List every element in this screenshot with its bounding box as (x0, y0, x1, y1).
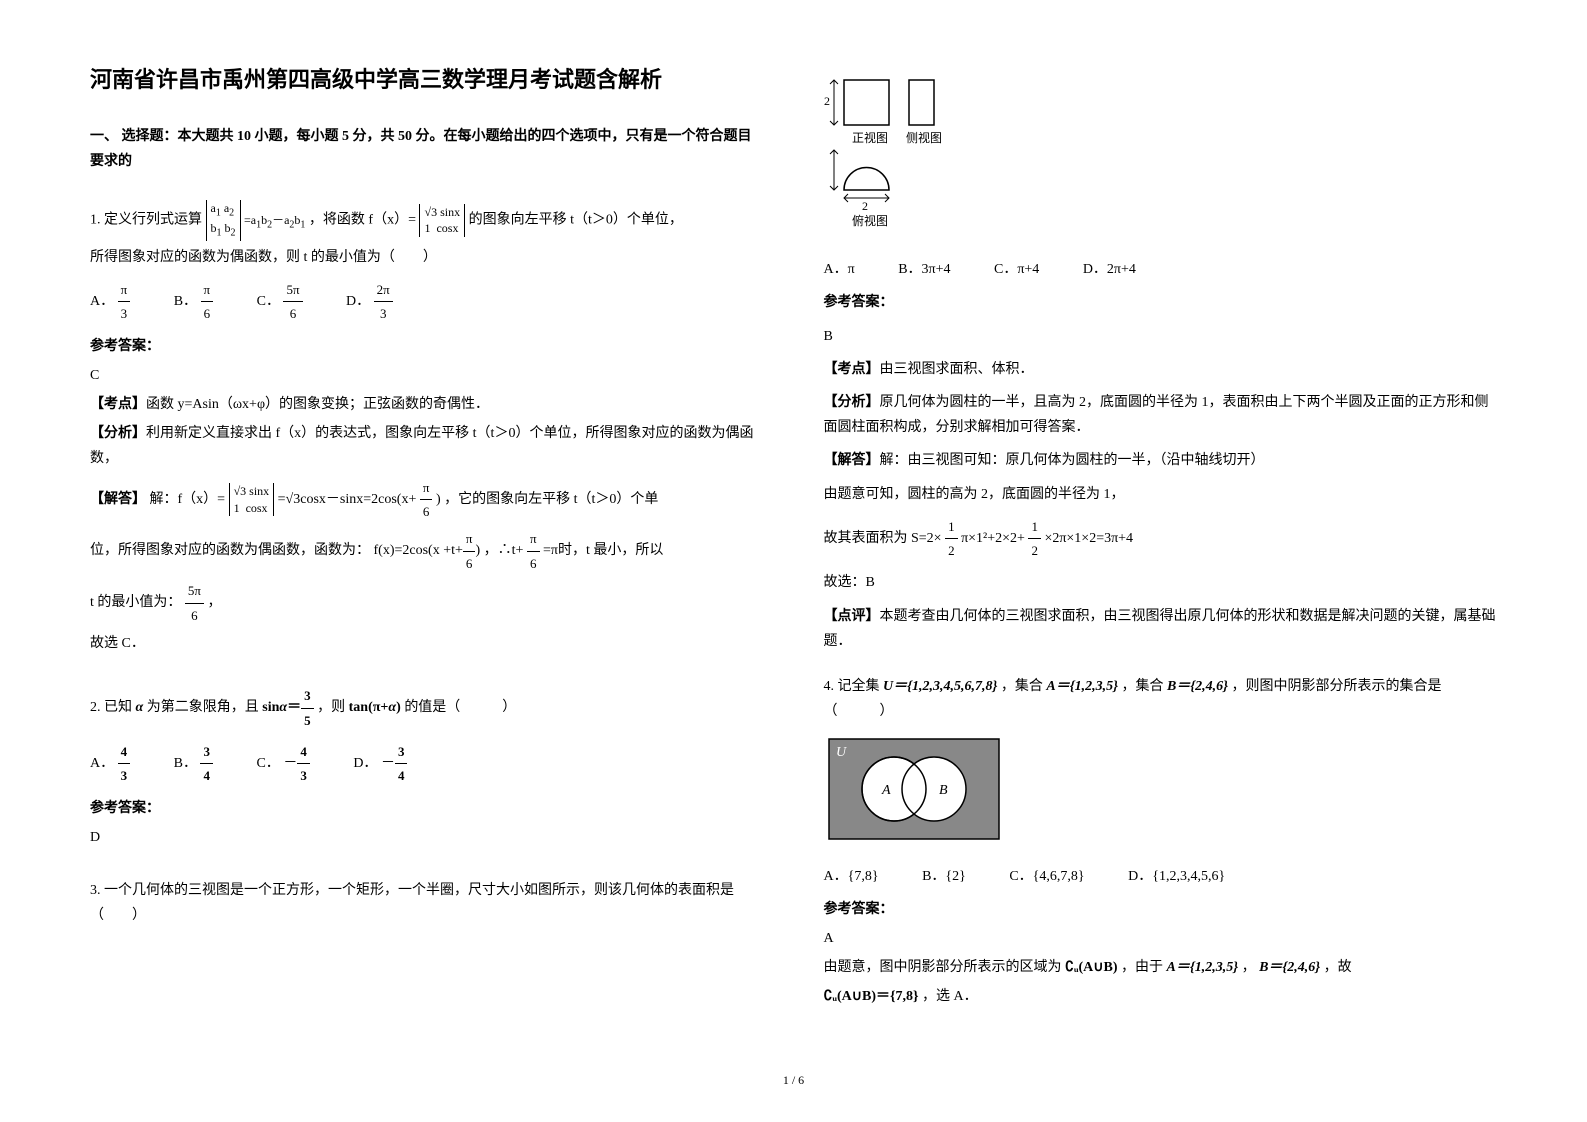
section-header: 一、 选择题：本大题共 10 小题，每小题 5 分，共 50 分。在每小题给出的… (90, 124, 764, 174)
page-title: 河南省许昌市禹州第四高级中学高三数学理月考试题含解析 (90, 60, 764, 100)
q4-optC: C．{4,6,7,8} (1009, 864, 1084, 889)
q3-jd1: 【解答】解：由三视图可知：原几何体为圆柱的一半，（沿中轴线切开） (824, 448, 1498, 473)
q4-text: 4. 记全集 U＝{1,2,3,4,5,6,7,8} ，集合 A＝{1,2,3,… (824, 674, 1498, 724)
q2-options: A． 43 B． 34 C． －43 D． －34 (90, 740, 764, 788)
q4-options: A．{7,8} B．{2} C．{4,6,7,8} D．{1,2,3,4,5,6… (824, 864, 1498, 889)
q3-options: A．π B．3π+4 C．π+4 D．2π+4 (824, 257, 1498, 282)
q3-optD: D．2π+4 (1083, 257, 1136, 282)
page-footer: 1 / 6 (783, 1070, 804, 1092)
svg-text:A: A (881, 783, 891, 798)
q1-kd: 【考点】函数 y=Asin（ωx+φ）的图象变换；正弦函数的奇偶性． (90, 392, 764, 417)
q1-prefix: 1. 定义行列式运算 (90, 213, 202, 228)
q2-text: 2. 已知 α 为第二象限角，且 sinα＝35 ，则 tan(π+α) 的值是… (90, 684, 764, 732)
q1-optA: A． π3 (90, 278, 130, 326)
svg-text:B: B (939, 783, 948, 798)
q2-optB: B． 34 (174, 740, 213, 788)
q3-text: 3. 一个几何体的三视图是一个正方形，一个矩形，一个半圈，尺寸大小如图所示，则该… (90, 878, 764, 928)
question-3-text: 3. 一个几何体的三视图是一个正方形，一个矩形，一个半圈，尺寸大小如图所示，则该… (90, 874, 764, 932)
three-view-diagram: 2 正视图 侧视图 2 俯视图 (824, 70, 1498, 239)
question-1: 1. 定义行列式运算 a1 a2b1 b2 =a1b2－a2b1 ，将函数 f（… (90, 196, 764, 660)
q3-optB: B．3π+4 (898, 257, 950, 282)
q4-answer: A (824, 926, 1498, 951)
q4-optB: B．{2} (922, 864, 966, 889)
q1-jd: 【解答】 解：f（x）= √3 sinx1 cosx =√3cosx－sinx=… (90, 476, 764, 524)
q1-answer: C (90, 363, 764, 388)
q1-options: A． π3 B． π6 C． 5π6 D． 2π3 (90, 278, 764, 326)
q3-kd: 【考点】由三视图求面积、体积． (824, 357, 1498, 382)
q2-answer: D (90, 825, 764, 850)
q3-jd2: 由题意可知，圆柱的高为 2，底面圆的半径为 1， (824, 482, 1498, 507)
venn-diagram: U A B (824, 734, 1498, 853)
q3-answer-label: 参考答案： (824, 290, 1498, 315)
q3-fx: 【分析】原几何体为圆柱的一半，且高为 2，底面圆的半径为 1，表面积由上下两个半… (824, 390, 1498, 440)
venn-svg: U A B (824, 734, 1004, 844)
q2-optD: D． －34 (353, 740, 407, 788)
question-4: 4. 记全集 U＝{1,2,3,4,5,6,7,8} ，集合 A＝{1,2,3,… (824, 670, 1498, 1014)
q4-optA: A．{7,8} (824, 864, 879, 889)
q2-answer-label: 参考答案： (90, 796, 764, 821)
right-column: 2 正视图 侧视图 2 俯视图 A．π B．3π+4 C．π+4 D．2π+4 … (824, 60, 1498, 1062)
svg-text:2: 2 (862, 199, 868, 213)
q3-jd3: 故其表面积为 S=2× 12 π×1²+2×2+ 12 ×2π×1×2=3π+4 (824, 515, 1498, 563)
q3-optA: A．π (824, 257, 855, 282)
q1-jd2: 位，所得图象对应的函数为偶函数，函数为： f(x)=2cos(x +t+π6) … (90, 527, 764, 575)
left-column: 河南省许昌市禹州第四高级中学高三数学理月考试题含解析 一、 选择题：本大题共 1… (90, 60, 764, 1062)
q1-optC: C． 5π6 (257, 278, 303, 326)
q4-exp2: ∁ᵤ(A∪B)＝{7,8} ，选 A． (824, 984, 1498, 1009)
q1-jd3: t 的最小值为： 5π6 ， (90, 579, 764, 627)
q1-line2: 所得图象对应的函数为偶函数，则 t 的最小值为（ ） (90, 245, 764, 270)
det-def: =a1b2－a2b1 (244, 213, 305, 227)
three-view-svg: 2 正视图 侧视图 2 俯视图 (824, 70, 1004, 230)
q1-optB: B． π6 (174, 278, 213, 326)
svg-text:2: 2 (824, 94, 830, 108)
q3-dp: 【点评】本题考查由几何体的三视图求面积，由三视图得出原几何体的形状和数据是解决问… (824, 604, 1498, 654)
q3-jd4: 故选：B (824, 570, 1498, 595)
q1-jd5: 故选 C． (90, 631, 764, 656)
q3-answer: B (824, 324, 1498, 349)
svg-text:U: U (836, 745, 847, 760)
q2-optC: C． －43 (256, 740, 309, 788)
q1-text: 1. 定义行列式运算 a1 a2b1 b2 =a1b2－a2b1 ，将函数 f（… (90, 200, 764, 241)
determinant-3: √3 sinx1 cosx (229, 483, 275, 517)
q4-answer-label: 参考答案： (824, 897, 1498, 922)
q1-fx: 【分析】利用新定义直接求出 f（x）的表达式，图象向左平移 t（t＞0）个单位，… (90, 421, 764, 471)
svg-text:侧视图: 侧视图 (906, 130, 942, 145)
svg-text:俯视图: 俯视图 (852, 213, 888, 228)
q1-mid: ，将函数 f（x）= (309, 213, 416, 228)
determinant-2: √3 sinx1 cosx (419, 204, 465, 238)
q2-optA: A． 43 (90, 740, 130, 788)
question-2: 2. 已知 α 为第二象限角，且 sinα＝35 ，则 tan(π+α) 的值是… (90, 680, 764, 854)
q1-suffix: 的图象向左平移 t（t＞0）个单位， (469, 213, 683, 228)
q3-optC: C．π+4 (994, 257, 1039, 282)
determinant-1: a1 a2b1 b2 (206, 200, 241, 241)
q4-optD: D．{1,2,3,4,5,6} (1128, 864, 1225, 889)
q1-optD: D． 2π3 (346, 278, 393, 326)
q1-answer-label: 参考答案： (90, 334, 764, 359)
svg-text:正视图: 正视图 (852, 130, 888, 145)
q4-exp1: 由题意，图中阴影部分所表示的区域为 ∁ᵤ(A∪B) ，由于 A＝{1,2,3,5… (824, 955, 1498, 980)
